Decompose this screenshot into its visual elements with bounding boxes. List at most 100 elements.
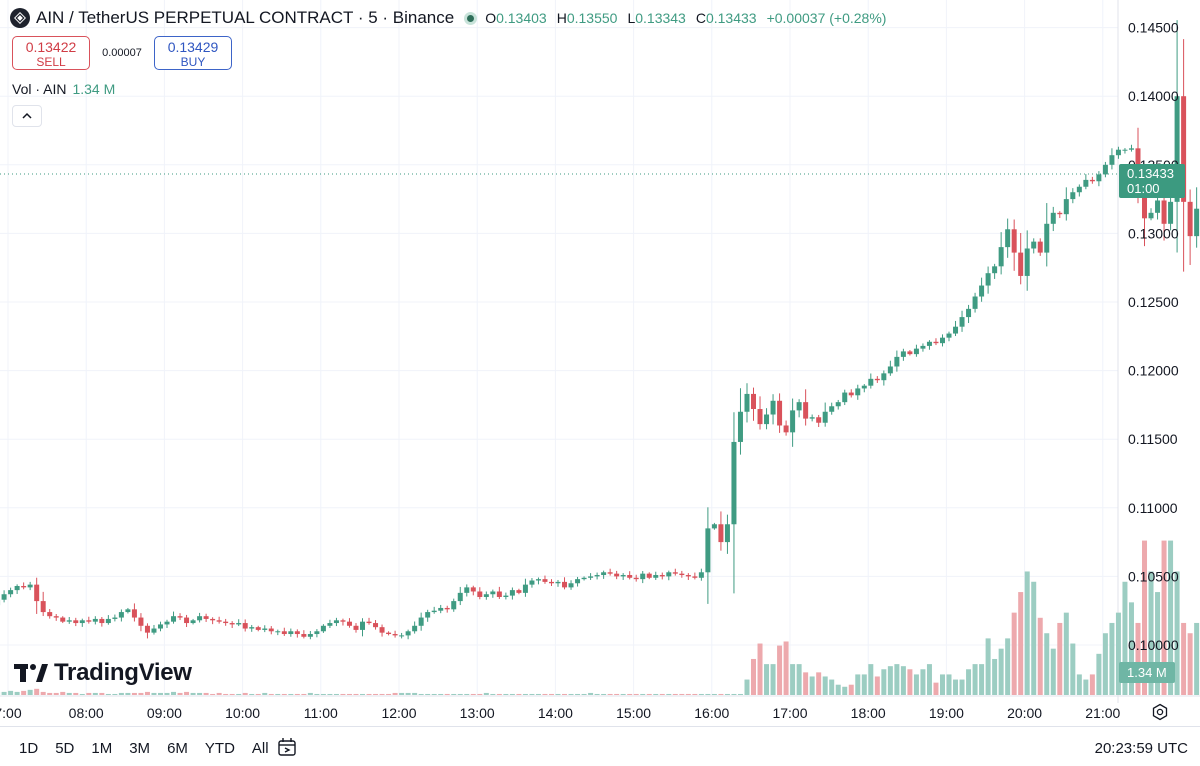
range-5d[interactable]: 5D <box>55 740 74 757</box>
volume-bar <box>425 694 430 695</box>
volume-bar <box>1070 644 1075 695</box>
x-tick-label: 17:00 <box>772 705 807 721</box>
volume-bar <box>894 664 899 695</box>
volume-bar <box>125 693 130 695</box>
candle-body <box>888 366 893 373</box>
sell-button[interactable]: 0.13422 SELL <box>12 36 90 70</box>
volume-bar <box>582 694 587 695</box>
volume-bar <box>712 694 717 695</box>
volume-label: Vol · AIN <box>12 81 66 97</box>
ohlc-open-value: 0.13403 <box>496 10 547 26</box>
y-tick-label: 0.12000 <box>1128 363 1179 379</box>
candle-body <box>2 594 7 599</box>
volume-bar <box>419 694 424 695</box>
volume-bar <box>191 693 196 695</box>
candle-body <box>823 412 828 423</box>
candle-body <box>718 524 723 542</box>
volume-bar <box>1135 623 1140 695</box>
candle-body <box>503 596 508 597</box>
candle-body <box>295 631 300 634</box>
volume-bar <box>406 693 411 695</box>
candle-body <box>425 612 430 617</box>
volume-bar <box>353 694 358 695</box>
range-3m[interactable]: 3M <box>129 740 150 757</box>
candle-body <box>673 572 678 573</box>
price-chart[interactable]: 0.100000.105000.110000.115000.120000.125… <box>0 0 1200 726</box>
candle-body <box>230 623 235 624</box>
candle-body <box>158 624 163 628</box>
range-all[interactable]: All <box>252 740 269 757</box>
volume-bar <box>132 693 137 695</box>
volume-bar <box>112 694 117 695</box>
volume-bar <box>1012 613 1017 695</box>
volume-bar <box>614 694 619 695</box>
candle-body <box>999 247 1004 266</box>
volume-bar <box>705 694 710 695</box>
symbol-title[interactable]: AIN / TetherUS PERPETUAL CONTRACT · 5 · … <box>36 8 454 28</box>
go-to-date-button[interactable] <box>276 736 298 763</box>
candle-body <box>301 634 306 637</box>
candle-body <box>810 417 815 418</box>
candle-body <box>1168 202 1173 224</box>
range-1m[interactable]: 1M <box>91 740 112 757</box>
utc-clock[interactable]: 20:23:59 UTC <box>1095 740 1188 757</box>
volume-bar <box>477 694 482 695</box>
range-6m[interactable]: 6M <box>167 740 188 757</box>
volume-bar <box>340 694 345 695</box>
volume-bar <box>438 694 443 695</box>
spread-value: 0.00007 <box>90 47 154 59</box>
x-tick-label: 13:00 <box>460 705 495 721</box>
candle-body <box>1188 202 1193 236</box>
tradingview-logo[interactable]: TradingView <box>14 659 192 687</box>
chart-settings-button[interactable] <box>1150 702 1170 727</box>
volume-bar <box>836 685 841 695</box>
candle-body <box>862 386 867 389</box>
candle-body <box>145 626 150 633</box>
candle-body <box>112 618 117 619</box>
range-ytd[interactable]: YTD <box>205 740 235 757</box>
volume-bar <box>54 693 59 695</box>
volume-bar <box>653 694 658 695</box>
volume-bar <box>536 694 541 695</box>
range-1d[interactable]: 1D <box>19 740 38 757</box>
volume-bar <box>947 674 952 695</box>
buy-button[interactable]: 0.13429 BUY <box>154 36 232 70</box>
volume-bar <box>529 694 534 695</box>
gear-icon <box>1150 702 1170 722</box>
volume-bar <box>1109 623 1114 695</box>
candle-body <box>353 626 358 630</box>
ohlc-close-value: 0.13433 <box>706 10 757 26</box>
candle-body <box>1090 180 1095 181</box>
candle-body <box>1116 150 1121 155</box>
candle-body <box>308 634 313 637</box>
candle-body <box>1070 192 1075 199</box>
candle-body <box>119 612 124 617</box>
volume-bar <box>510 694 515 695</box>
candle-body <box>477 591 482 596</box>
volume-bar <box>842 687 847 695</box>
volume-bar <box>490 694 495 695</box>
candle-body <box>1149 213 1154 218</box>
candle-body <box>731 442 736 524</box>
volume-bar <box>1083 680 1088 695</box>
candle-body <box>67 620 72 621</box>
volume-bar <box>295 694 300 695</box>
volume-bar <box>15 692 20 695</box>
volume-bar <box>1018 592 1023 695</box>
candle-body <box>1129 148 1134 149</box>
candle-body <box>738 412 743 442</box>
volume-bar <box>393 693 398 695</box>
volume-bar <box>1090 674 1095 695</box>
candle-body <box>451 601 456 609</box>
candle-body <box>614 574 619 577</box>
volume-bar <box>575 694 580 695</box>
candle-body <box>464 587 469 592</box>
volume-bar <box>588 693 593 695</box>
candle-body <box>236 623 241 624</box>
collapse-legend-button[interactable] <box>12 105 42 127</box>
candle-body <box>627 575 632 578</box>
tradingview-logo-icon <box>14 663 48 683</box>
candle-body <box>960 317 965 327</box>
x-tick-label: 15:00 <box>616 705 651 721</box>
